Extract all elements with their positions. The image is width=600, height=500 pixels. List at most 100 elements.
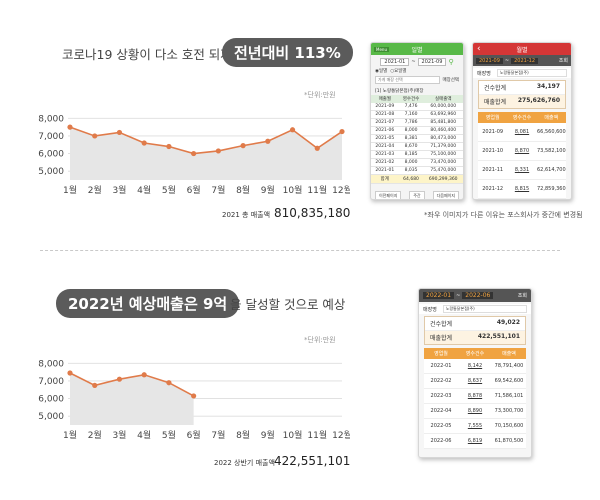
- table-cell[interactable]: 8,142: [467, 363, 483, 369]
- data-point: [339, 128, 345, 135]
- table-cell: 2021-07: [371, 118, 399, 127]
- date-to[interactable]: 2022-06: [462, 292, 494, 299]
- data-point: [92, 133, 98, 139]
- week-button[interactable]: 주간: [409, 191, 425, 199]
- table-cell: 2021-10: [482, 148, 504, 154]
- count-sum-label: 건수합계: [430, 321, 453, 328]
- data-point: [166, 143, 172, 150]
- data-point: [191, 150, 197, 157]
- pos-title: 일별: [411, 46, 423, 54]
- x-tick-label: 7월: [211, 184, 225, 196]
- col-header: 영업월: [434, 351, 448, 357]
- total-value-2022: 422,551,101: [274, 454, 351, 468]
- table-row[interactable]: 2021-12 8,815 72,859,360: [478, 180, 566, 199]
- x-tick-label: 1월: [63, 184, 77, 196]
- table-cell[interactable]: 8,815: [514, 186, 530, 192]
- x-tick-label: 2월: [88, 184, 102, 196]
- store-search-input[interactable]: 가게 매장 선택: [375, 76, 441, 84]
- table-cell[interactable]: 6,819: [467, 438, 483, 444]
- table-cell: 2022-03: [430, 393, 452, 399]
- table-cell: 2021-02: [371, 158, 399, 167]
- table-row[interactable]: 2022-03 8,878 71,586,101: [424, 389, 526, 404]
- prev-page-button[interactable]: 이전페이지: [375, 191, 402, 199]
- table-cell[interactable]: 8,878: [467, 393, 483, 399]
- store-label: 매장명: [423, 306, 437, 313]
- date-to[interactable]: 2021-12: [511, 57, 539, 64]
- table-cell: 8,381: [398, 134, 424, 143]
- radio-weekday-label: 요일별: [394, 69, 407, 74]
- data-point: [215, 148, 221, 154]
- table-cell: 70,150,600: [494, 423, 524, 429]
- sales-sum-value: 275,626,760: [517, 97, 560, 104]
- table-cell[interactable]: 7,555: [467, 423, 483, 429]
- table-row[interactable]: 2022-02 8,637 69,542,600: [424, 374, 526, 389]
- table-row[interactable]: 2022-04 8,890 73,300,700: [424, 404, 526, 419]
- table-cell: 73,582,100: [537, 148, 566, 154]
- table-row[interactable]: 2021-11 8,331 62,614,700: [478, 161, 566, 180]
- menu-button[interactable]: Menu: [374, 46, 389, 52]
- next-page-button[interactable]: 다음페이지: [432, 191, 459, 199]
- col-header: 영업월: [485, 115, 500, 121]
- col-header: 매출월: [378, 97, 392, 102]
- store-select[interactable]: 노랑통닭본점(주): [442, 305, 527, 313]
- y-tick-label: 6,000: [38, 150, 64, 160]
- table-row[interactable]: 2021-09 8,081 66,560,600: [478, 123, 566, 142]
- pos-title-bar: ‹ 월별: [473, 43, 571, 55]
- yoy-pill: 전년대비 113%: [222, 38, 353, 67]
- table-cell[interactable]: 8,331: [514, 167, 530, 173]
- headline-2: 을 달성할 것으로 예상: [230, 297, 346, 312]
- table-cell[interactable]: 8,081: [514, 129, 530, 135]
- table-cell: 60,000,000: [423, 103, 463, 111]
- radio-daily[interactable]: ◉: [375, 68, 379, 74]
- search-icon[interactable]: ⚲: [448, 58, 454, 66]
- table-cell: 75,470,000: [423, 166, 463, 175]
- back-icon[interactable]: ‹: [477, 44, 481, 54]
- table-cell: 62,614,700: [537, 167, 566, 173]
- x-tick-label: 12월: [332, 429, 350, 441]
- x-tick-label: 1월: [63, 429, 77, 441]
- x-tick-label: 6월: [187, 429, 201, 441]
- table-cell: 63,692,960: [423, 110, 463, 119]
- table-cell: 61,870,500: [494, 438, 524, 444]
- sales-sum-label: 매출합계: [430, 335, 453, 342]
- x-tick-label: 4월: [137, 429, 151, 441]
- table-row[interactable]: 2022-05 7,555 70,150,600: [424, 419, 526, 434]
- query-button[interactable]: 조회: [558, 58, 568, 64]
- table-row: 2021-08 7,160 63,692,960: [371, 110, 463, 119]
- sum-cell: 690,299,360: [423, 174, 463, 184]
- y-tick-label: 7,000: [38, 377, 64, 387]
- sales-sum-label: 매출합계: [484, 99, 507, 106]
- table-cell: 2021-05: [371, 134, 399, 143]
- col-header: 영수건수: [465, 351, 485, 357]
- store-select[interactable]: 노랑통닭본점(주): [496, 69, 567, 77]
- data-point: [240, 143, 246, 149]
- store-select-button[interactable]: 매장선택: [442, 78, 459, 83]
- table-row[interactable]: 2021-10 8,870 73,582,100: [478, 142, 566, 161]
- table-row: 2021-06 8,000 80,460,400: [371, 126, 463, 135]
- table-cell: 7,160: [398, 110, 424, 119]
- query-button[interactable]: 조회: [517, 293, 527, 299]
- radio-weekday[interactable]: ○: [390, 68, 395, 74]
- area-fill: [70, 373, 194, 425]
- table-cell[interactable]: 8,890: [467, 408, 483, 414]
- y-tick-label: 6,000: [38, 395, 64, 405]
- table-row[interactable]: 2022-06 6,819 61,870,500: [424, 434, 526, 449]
- table-cell: 2021-04: [371, 142, 399, 151]
- table-cell: 2021-08: [371, 110, 399, 119]
- date-to[interactable]: 2021-09: [417, 58, 447, 66]
- unit-label-1: *단위:만원: [304, 91, 336, 99]
- table-cell: 2021-03: [371, 150, 399, 159]
- table-cell: 2021-11: [482, 167, 504, 173]
- table-cell[interactable]: 8,870: [514, 148, 530, 154]
- data-point: [314, 145, 320, 151]
- count-sum-label: 건수합계: [484, 85, 507, 92]
- data-point: [141, 140, 147, 146]
- col-header: 매출액: [544, 115, 559, 121]
- date-from[interactable]: 2021-01: [380, 58, 410, 66]
- table-cell[interactable]: 8,637: [467, 378, 483, 384]
- sum-cell: 64,680: [398, 174, 424, 184]
- table-cell: 8,185: [398, 150, 424, 159]
- date-from[interactable]: 2022-01: [423, 292, 455, 299]
- table-row[interactable]: 2022-01 8,142 78,791,400: [424, 359, 526, 374]
- date-from[interactable]: 2021-09: [476, 57, 503, 64]
